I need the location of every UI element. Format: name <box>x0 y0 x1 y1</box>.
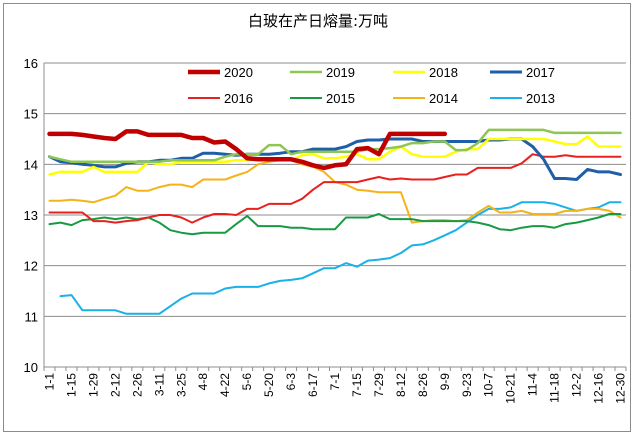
y-tick-label: 15 <box>24 107 38 122</box>
x-tick-label: 1-29 <box>86 373 100 397</box>
x-tick-label: 6-17 <box>306 373 320 397</box>
legend-label-2020: 2020 <box>224 65 253 80</box>
legend: 2020 2019 2018 2017 2016 2015 2014 2013 <box>188 65 555 106</box>
x-tick-label: 3-25 <box>174 373 188 397</box>
x-tick-label: 1-1 <box>42 373 56 391</box>
x-tick-label: 12-2 <box>570 373 584 397</box>
legend-label-2019: 2019 <box>326 65 355 80</box>
legend-label-2014: 2014 <box>429 91 458 106</box>
series-line-2016 <box>48 153 622 224</box>
series-lines <box>47 128 622 315</box>
axes <box>43 63 626 368</box>
y-tick-label: 11 <box>25 309 39 324</box>
x-tick-label: 7-1 <box>328 373 342 391</box>
x-tick-label: 8-26 <box>416 373 430 397</box>
x-tick-label: 5-6 <box>240 373 254 391</box>
x-tick-label: 10-7 <box>482 373 496 397</box>
y-tick-label: 10 <box>24 360 38 375</box>
series-line-2014 <box>48 159 622 224</box>
y-tick-label: 16 <box>24 56 38 71</box>
legend-label-2016: 2016 <box>224 91 253 106</box>
x-tick-label: 8-12 <box>394 373 408 397</box>
x-tick-label: 6-3 <box>284 373 298 391</box>
x-tick-label: 9-9 <box>438 373 452 391</box>
x-tick-label: 4-8 <box>196 373 210 391</box>
legend-label-2015: 2015 <box>326 91 355 106</box>
x-tick-label: 12-16 <box>592 373 606 404</box>
series-line-2019 <box>48 128 622 164</box>
x-tick-label: 3-11 <box>152 373 166 396</box>
x-tick-label: 5-20 <box>262 373 276 397</box>
x-tick-label: 11-18 <box>548 373 562 403</box>
x-tick-label: 4-22 <box>218 373 232 397</box>
legend-label-2013: 2013 <box>526 91 555 106</box>
series-line-2013 <box>59 201 622 315</box>
series-line-2020 <box>47 129 448 171</box>
series-line-2018 <box>48 135 622 176</box>
x-tick-label: 10-21 <box>504 373 518 404</box>
y-tick-label: 12 <box>24 259 38 274</box>
y-axis-ticks: 10 11 12 13 14 15 16 <box>24 56 38 375</box>
x-tick-label: 7-15 <box>350 373 364 397</box>
y-tick-label: 14 <box>24 157 38 172</box>
x-tick-label: 9-23 <box>460 373 474 397</box>
legend-label-2018: 2018 <box>429 65 458 80</box>
x-tick-label: 12-30 <box>614 373 628 404</box>
x-tick-label: 11-4 <box>526 373 540 396</box>
y-tick-label: 13 <box>24 208 38 223</box>
x-axis-ticks: 1-1 1-15 1-29 2-12 2-26 3-11 3-25 4-8 4-22 5-6 5-2… <box>42 367 628 404</box>
chart-title: 白玻在产日熔量:万吨 <box>247 12 389 30</box>
series-line-2015 <box>48 213 622 236</box>
x-tick-label: 7-29 <box>372 373 386 397</box>
x-tick-label: 2-12 <box>108 373 122 397</box>
legend-label-2017: 2017 <box>526 65 555 80</box>
x-tick-label: 1-15 <box>64 373 78 397</box>
x-tick-label: 2-26 <box>130 373 144 397</box>
